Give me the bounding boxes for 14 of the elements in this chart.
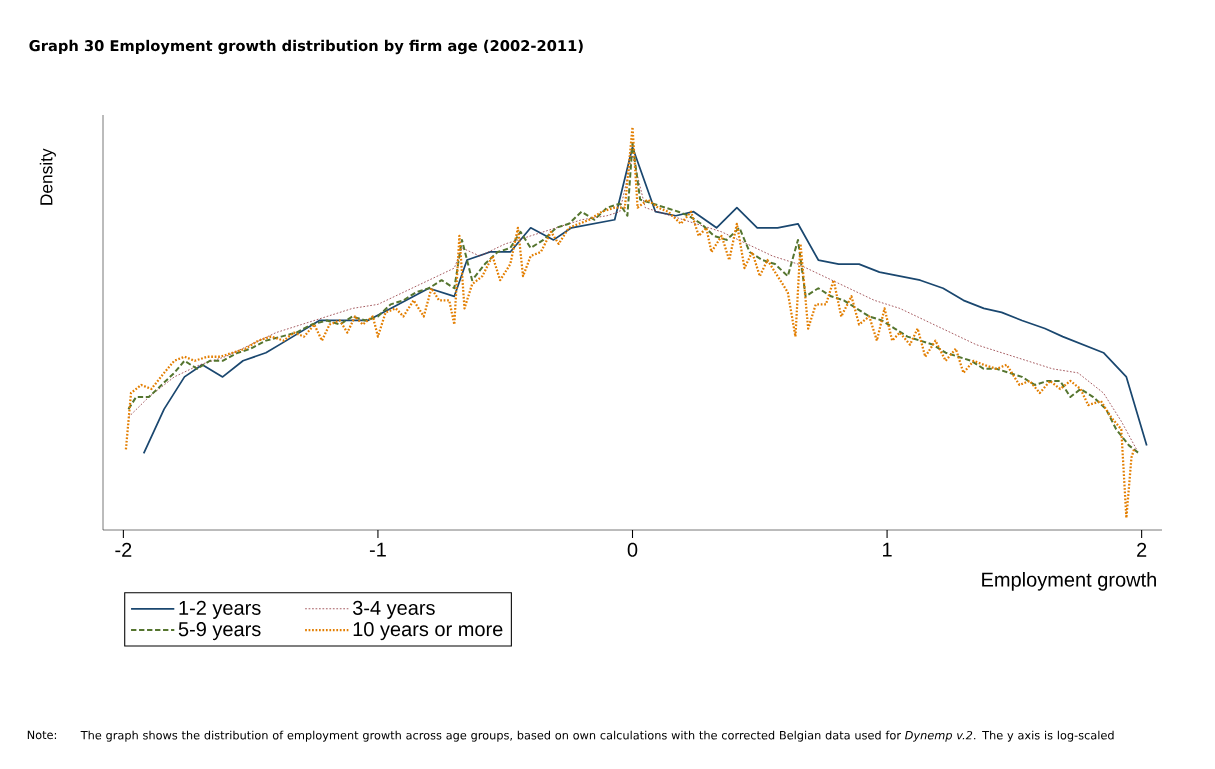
legend-label: 5-9 years — [178, 622, 261, 641]
x-axis-title: Employment growth — [982, 572, 1156, 591]
x-tick-label: 1 — [883, 542, 892, 557]
text: Note: — [27, 730, 57, 740]
chart-title: Graph 30 Employment growth distribution by firm age (2002-2011) — [29, 39, 583, 55]
legend-label: 1-2 years — [179, 600, 261, 619]
text: The graph shows the distribution of employment growth across age groups, based on own calculations with the corrected Belgian data used for Dynemp v.2. The y axis is log-scaled — [80, 730, 1114, 742]
x-tick-label: 0 — [627, 542, 638, 557]
x-tick-label: -2 — [115, 542, 132, 557]
y-axis-title: Density — [39, 148, 56, 205]
legend-label: 3-4 years — [352, 600, 435, 619]
x-tick-label: -1 — [369, 542, 386, 557]
legend-label: 10 years or more — [353, 622, 503, 641]
x-tick-label: 2 — [1137, 542, 1147, 557]
